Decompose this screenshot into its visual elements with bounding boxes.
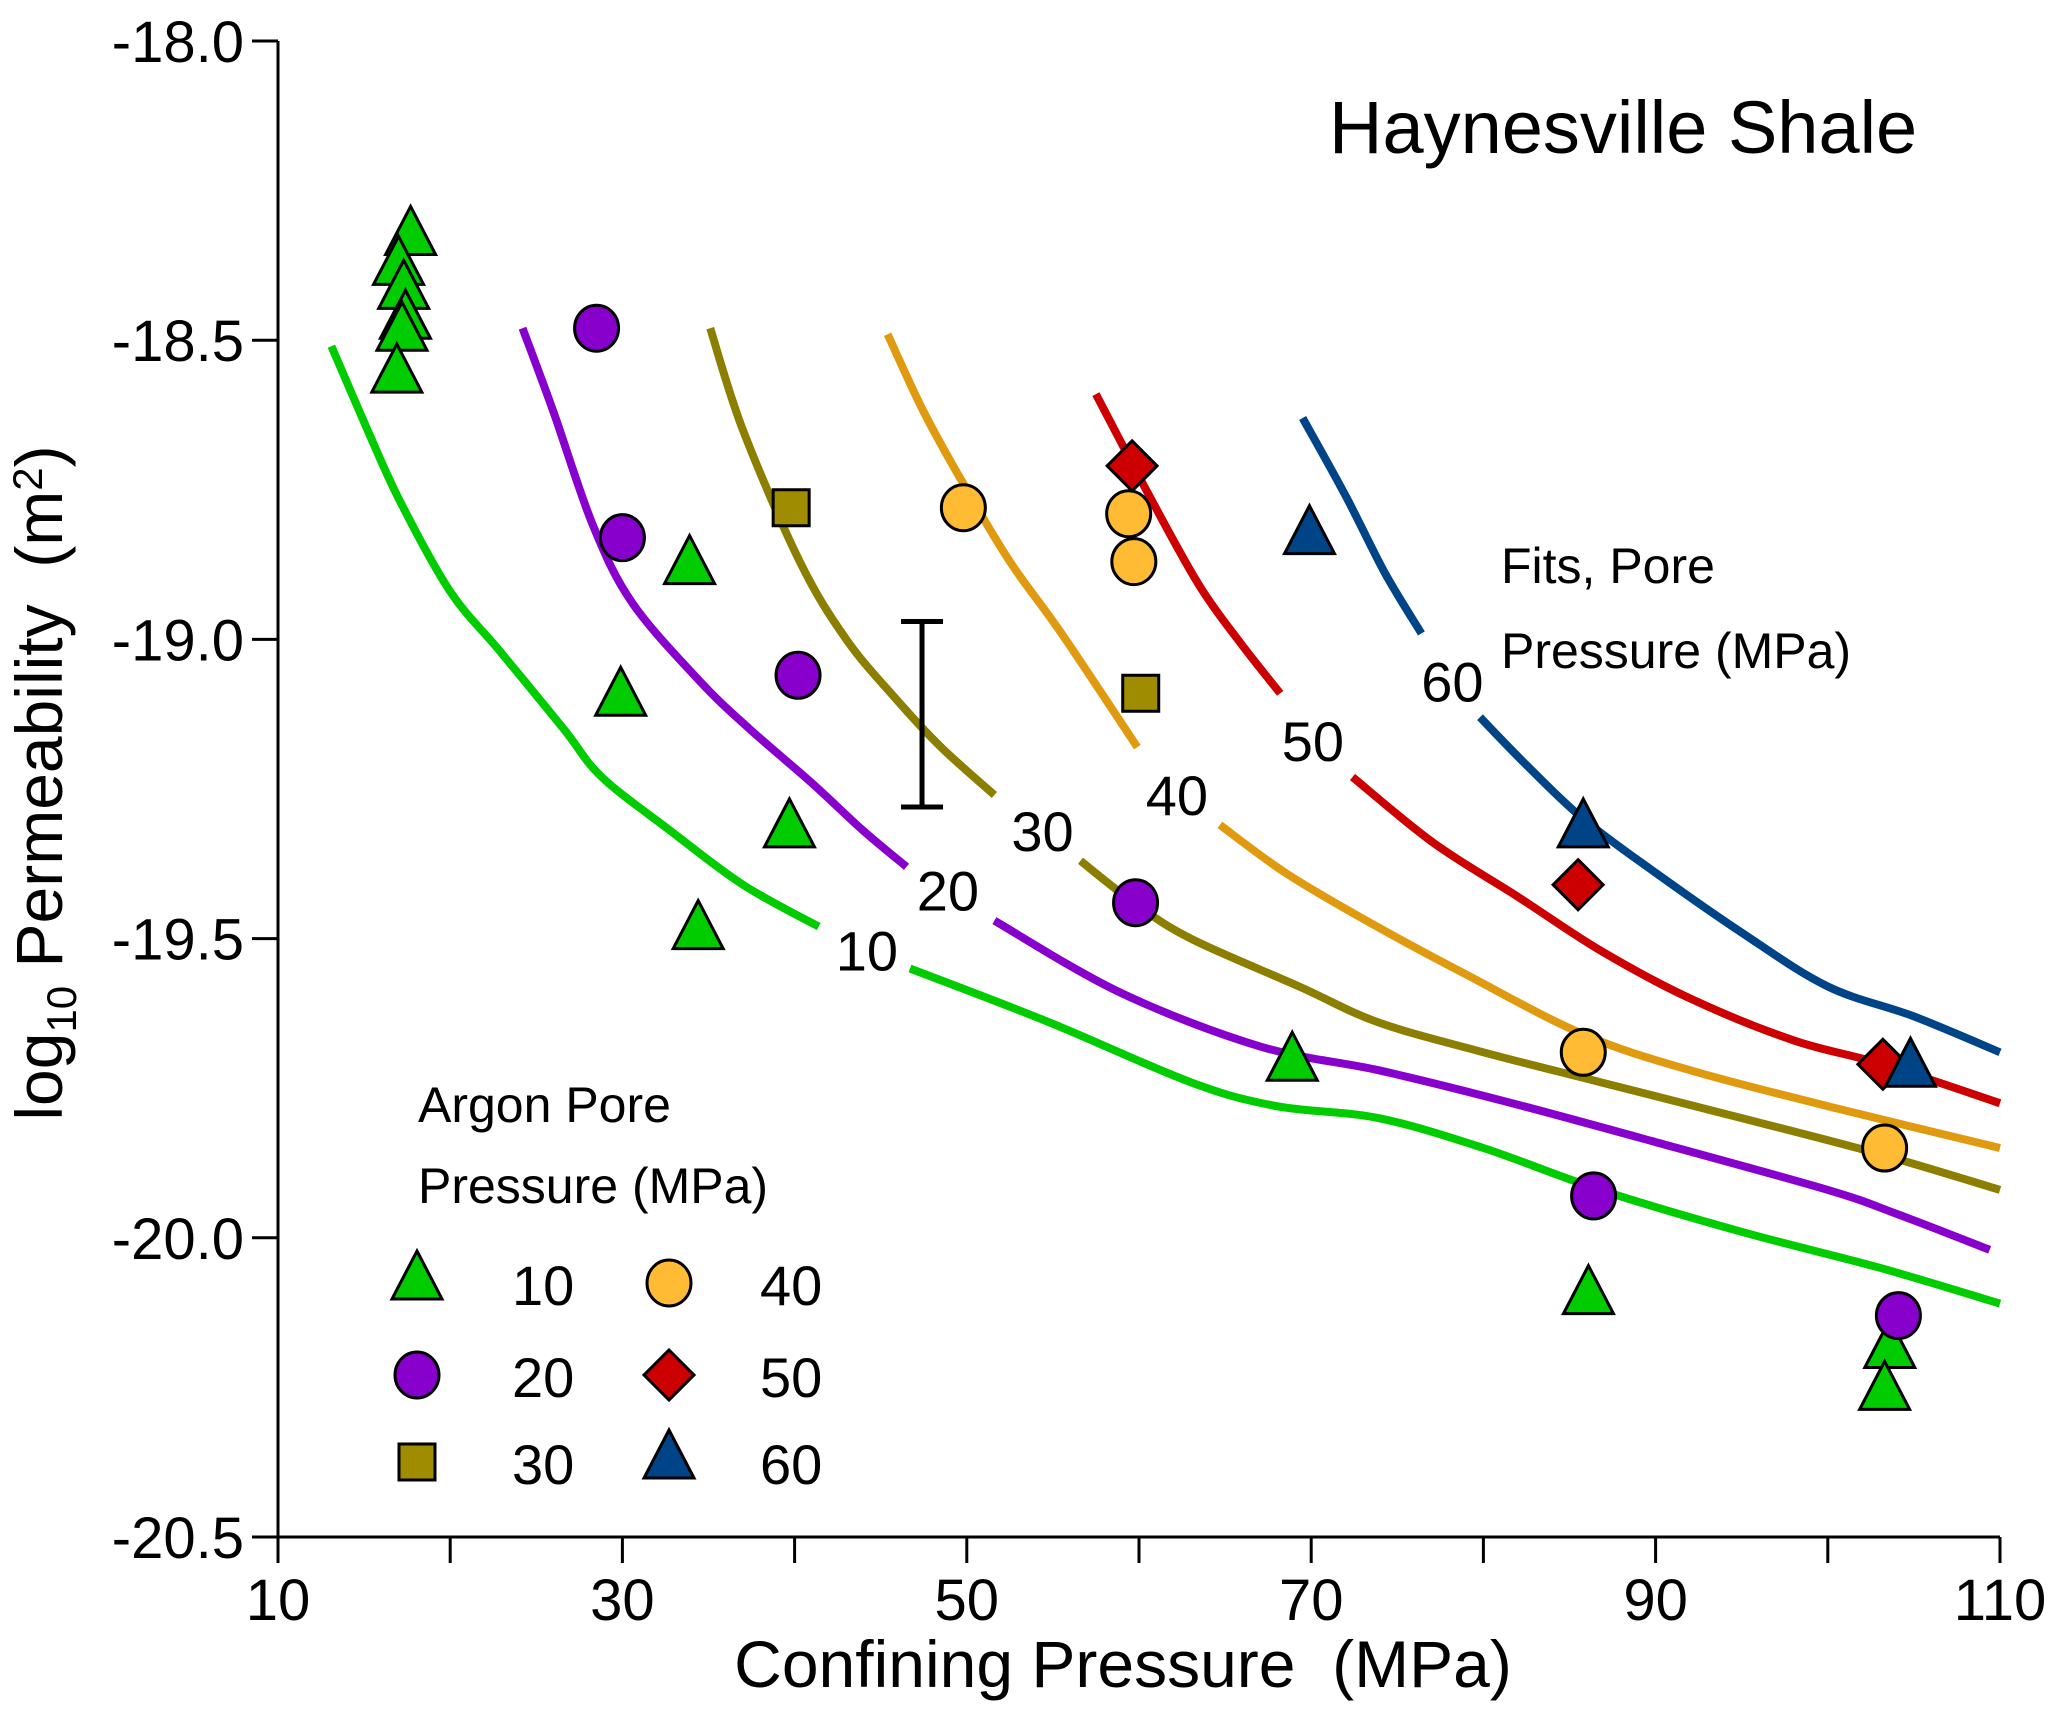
y-axis-title-subscript: 10 bbox=[38, 986, 85, 1033]
fit-curve-30 bbox=[706, 326, 998, 798]
fit-curve-40 bbox=[883, 332, 1141, 750]
y-ticks: -18.0 -18.5 -19.0 -19.5 -20.0 -20.5 bbox=[112, 10, 278, 1571]
data-point-10 bbox=[374, 298, 430, 352]
legend-title-line2: Pressure (MPa) bbox=[418, 1158, 768, 1214]
x-tick-label: 30 bbox=[590, 1568, 655, 1633]
fit-label-20: 20 bbox=[917, 860, 979, 923]
legend-entries: 10 20 30 40 50 60 bbox=[389, 1247, 822, 1496]
fits-annotation-line1: Fits, Pore bbox=[1501, 538, 1715, 594]
data-point-20 bbox=[1874, 1291, 1922, 1341]
fit-curve-10 bbox=[908, 964, 2002, 1308]
data-point-20 bbox=[774, 650, 822, 700]
data-point-50 bbox=[1104, 438, 1160, 493]
fit-curve-20 bbox=[518, 326, 910, 870]
y-tick-label: -19.0 bbox=[112, 608, 244, 673]
legend-title-line1: Argon Pore bbox=[418, 1077, 671, 1133]
data-point-10 bbox=[761, 795, 817, 849]
data-point-60 bbox=[1282, 502, 1337, 556]
fits-annotation-line2: Pressure (MPa) bbox=[1501, 623, 1851, 679]
data-point-40 bbox=[1559, 1027, 1607, 1077]
y-axis-title: log10 Permeability (m2) bbox=[2, 445, 85, 1120]
data-point-30 bbox=[771, 488, 811, 528]
legend-marker-40 bbox=[645, 1258, 693, 1308]
y-tick-label: -18.5 bbox=[112, 309, 244, 374]
data-point-10 bbox=[593, 663, 649, 717]
y-tick-label: -20.5 bbox=[112, 1506, 244, 1571]
x-tick-label: 110 bbox=[1954, 1568, 2046, 1633]
fit-curve-20 bbox=[992, 917, 1992, 1254]
legend-marker-30 bbox=[397, 1442, 437, 1482]
data-point-60 bbox=[1555, 795, 1611, 849]
x-tick-label: 10 bbox=[246, 1568, 311, 1633]
x-tick-label: 50 bbox=[935, 1568, 1000, 1633]
data-point-20 bbox=[598, 513, 646, 563]
legend-label-40: 40 bbox=[760, 1254, 822, 1317]
legend-label-20: 20 bbox=[512, 1346, 574, 1409]
y-axis-title-superscript: 2 bbox=[4, 467, 51, 490]
data-point-10 bbox=[1862, 1316, 1918, 1369]
data-point-40 bbox=[939, 483, 987, 533]
y-axis-title-main: Permeability (m bbox=[2, 491, 76, 986]
legend-marker-60 bbox=[641, 1426, 697, 1480]
y-tick-label: -19.5 bbox=[112, 908, 244, 973]
data-point-10 bbox=[1264, 1029, 1320, 1082]
data-point-20 bbox=[1570, 1171, 1618, 1221]
fit-curve-60 bbox=[1477, 714, 2002, 1056]
x-axis-title: Confining Pressure (MPa) bbox=[734, 1627, 1512, 1701]
data-point-40 bbox=[1105, 489, 1153, 539]
legend-marker-50 bbox=[641, 1347, 697, 1403]
data-point-50 bbox=[1550, 857, 1606, 912]
fit-curve-30 bbox=[1078, 857, 2002, 1194]
data-point-10 bbox=[1560, 1262, 1616, 1316]
fit-label-60: 60 bbox=[1421, 650, 1483, 713]
data-point-10 bbox=[369, 340, 425, 394]
legend-marker-10 bbox=[389, 1247, 445, 1301]
fit-label-40: 40 bbox=[1146, 764, 1208, 827]
data-point-20 bbox=[573, 303, 621, 353]
data-point-30 bbox=[1121, 673, 1161, 713]
fit-curve-60 bbox=[1299, 416, 1425, 636]
data-point-10 bbox=[670, 897, 726, 951]
y-axis-title-log: log bbox=[2, 1033, 76, 1121]
fit-label-30: 30 bbox=[1011, 800, 1073, 863]
legend-label-10: 10 bbox=[512, 1254, 574, 1317]
fit-curve-40 bbox=[1217, 821, 2001, 1152]
legend-label-60: 60 bbox=[760, 1433, 822, 1496]
data-point-40 bbox=[1110, 537, 1158, 587]
y-tick-label: -20.0 bbox=[112, 1207, 244, 1272]
fit-label-10: 10 bbox=[836, 920, 898, 983]
x-tick-label: 90 bbox=[1623, 1568, 1688, 1633]
fit-curve-10 bbox=[327, 344, 821, 931]
chart-title: Haynesville Shale bbox=[1329, 86, 1917, 169]
fit-curve-labels: 10 20 30 40 50 60 bbox=[836, 650, 1484, 982]
data-point-20 bbox=[1112, 878, 1160, 928]
x-ticks: 10 30 50 70 90 110 bbox=[246, 1537, 2046, 1633]
legend-marker-20 bbox=[393, 1350, 441, 1400]
legend: Argon Pore Pressure (MPa) 10 20 30 40 50 60 bbox=[389, 1077, 822, 1496]
data-point-60 bbox=[1882, 1035, 1938, 1088]
legend-label-30: 30 bbox=[512, 1433, 574, 1496]
error-bar bbox=[901, 618, 944, 810]
data-point-10 bbox=[662, 532, 718, 586]
y-axis-title-suffix: ) bbox=[2, 445, 76, 467]
data-points bbox=[369, 203, 1938, 1411]
x-tick-label: 70 bbox=[1279, 1568, 1344, 1633]
y-tick-label: -18.0 bbox=[112, 10, 244, 75]
data-point-40 bbox=[1861, 1123, 1909, 1173]
legend-label-50: 50 bbox=[760, 1346, 822, 1409]
data-point-10 bbox=[1857, 1358, 1913, 1411]
fit-label-50: 50 bbox=[1282, 710, 1344, 773]
